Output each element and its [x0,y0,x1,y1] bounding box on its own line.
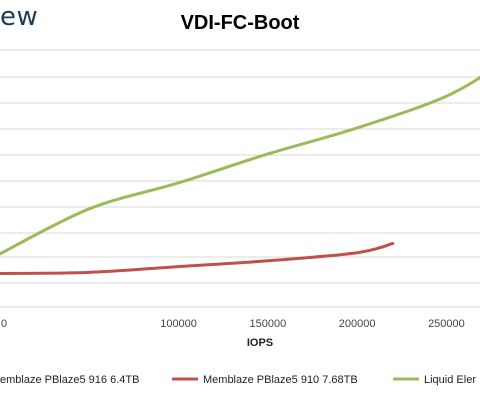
x-tick-labels: 0 100000 150000 200000 250000 [1,318,465,330]
x-tick-label: 150000 [249,318,286,330]
legend-label-2: Liquid Eler [424,374,476,386]
x-tick-label: 100000 [160,318,197,330]
legend-label-1: Memblaze PBlaze5 910 7.68TB [203,374,358,386]
chart-title: VDI-FC-Boot [180,12,300,34]
gridlines [0,49,480,308]
series-lines [0,75,480,276]
brand-logo-text: ew [0,2,39,32]
x-tick-label: 200000 [339,318,376,330]
legend: emblaze PBlaze5 916 6.4TB Memblaze PBlaze… [0,374,476,386]
x-tick-label: 0 [1,318,7,330]
legend-label-0: emblaze PBlaze5 916 6.4TB [0,374,139,386]
x-axis-title: IOPS [246,337,274,349]
series-line-1 [0,241,395,276]
series-line-2 [0,75,480,256]
x-tick-label: 250000 [428,318,465,330]
